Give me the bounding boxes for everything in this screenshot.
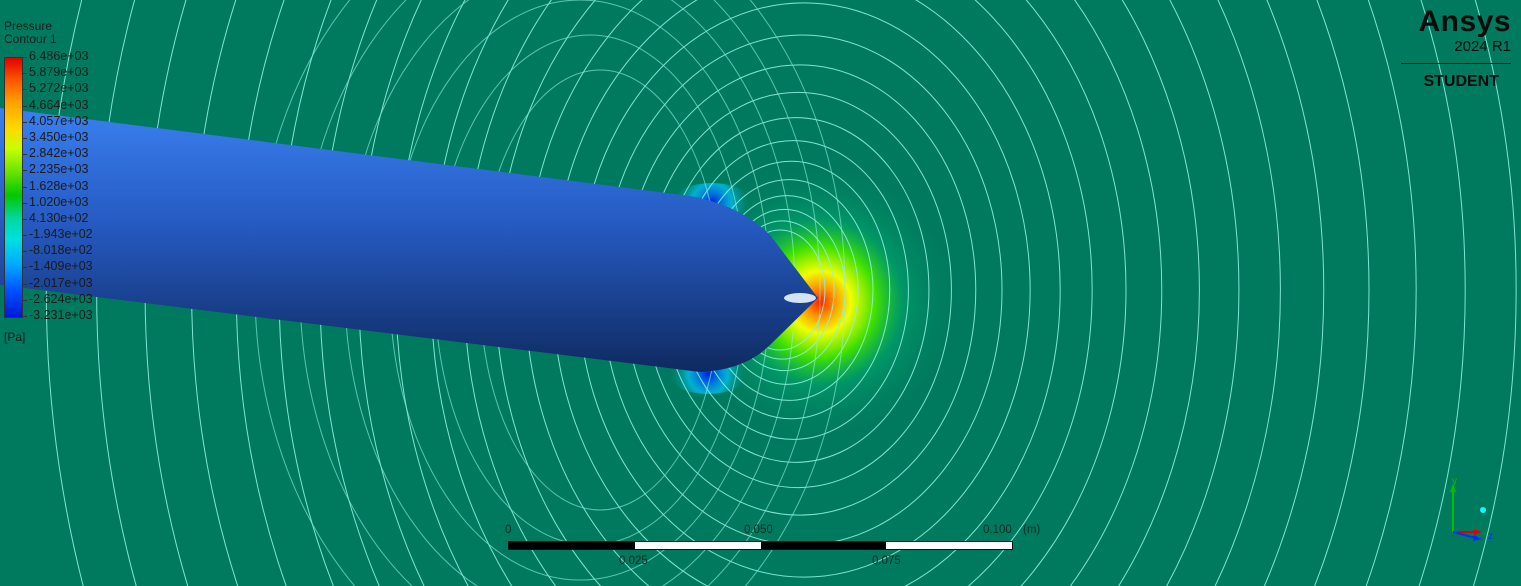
legend-tick-mark xyxy=(22,316,27,317)
legend-tick-mark xyxy=(22,73,27,75)
brand-version: 2024 R1 xyxy=(1454,38,1511,55)
legend-tick-label: 4.664e+03 xyxy=(29,97,89,112)
legend-tick-label: -3.231e+03 xyxy=(29,308,93,322)
legend-tick-mark xyxy=(22,137,27,139)
legend-tick-label: 3.450e+03 xyxy=(29,129,89,144)
legend-tick-label: 6.486e+03 xyxy=(29,49,89,63)
legend-tick-mark xyxy=(22,57,27,58)
legend-unit: [Pa] xyxy=(4,330,26,344)
legend-tick-label: 5.272e+03 xyxy=(29,81,89,96)
axis-triad[interactable]: y z xyxy=(1438,474,1498,544)
scale-bar xyxy=(508,541,1013,550)
legend-tick-label: -2.624e+03 xyxy=(29,291,93,306)
legend-tick-label: 1.020e+03 xyxy=(29,194,89,209)
projectile-body xyxy=(0,108,818,372)
legend-tick-mark xyxy=(22,170,27,172)
legend-tick-label: 2.842e+03 xyxy=(29,146,89,161)
legend-tick-label: -1.409e+03 xyxy=(29,259,93,274)
scale-label-100: 0.100 xyxy=(983,524,1012,536)
legend-tick-mark xyxy=(22,154,27,156)
scale-label-075: 0.075 xyxy=(872,555,901,567)
legend-tick-mark xyxy=(22,218,27,220)
triad-y-label: y xyxy=(1452,476,1457,487)
legend-tick-mark xyxy=(22,235,27,237)
legend-tick-mark xyxy=(22,186,27,188)
scale-unit: (m) xyxy=(1023,524,1041,536)
legend-tick-label: -1.943e+02 xyxy=(29,227,93,242)
scale-label-025: 0.025 xyxy=(619,555,648,567)
brand-edition: STUDENT xyxy=(1423,73,1499,90)
legend-tick-mark xyxy=(22,251,27,253)
scale-label-050: 0.050 xyxy=(744,524,773,536)
legend-tick-label: 2.235e+03 xyxy=(29,162,89,177)
scale-label-0: 0 xyxy=(505,524,512,536)
legend-tick-label: -8.018e+02 xyxy=(29,243,93,258)
brand-logo-text: Ansys xyxy=(1418,5,1511,38)
legend-tick-label: -2.017e+03 xyxy=(29,275,93,290)
legend-tick-label: 4.130e+02 xyxy=(29,210,89,225)
legend-title: Pressure xyxy=(4,19,53,33)
brand-block: Ansys 2024 R1 xyxy=(1418,6,1511,56)
legend-tick-mark xyxy=(22,89,27,91)
legend-tick-label: 4.057e+03 xyxy=(29,113,89,128)
legend-subtitle: Contour 1 xyxy=(4,32,57,46)
legend-color-bar xyxy=(4,57,23,318)
legend-tick-mark xyxy=(22,299,27,301)
legend-tick-mark xyxy=(22,202,27,204)
legend-tick-mark xyxy=(22,283,27,285)
legend-tick-mark xyxy=(22,121,27,123)
legend-tick-mark xyxy=(22,105,27,107)
nose-highlight xyxy=(784,293,816,303)
brand-divider xyxy=(1401,63,1511,64)
legend-tick-label: 1.628e+03 xyxy=(29,178,89,193)
triad-z-label: z xyxy=(1488,531,1493,542)
legend-tick-mark xyxy=(22,267,27,269)
legend-tick-label: 5.879e+03 xyxy=(29,65,89,80)
